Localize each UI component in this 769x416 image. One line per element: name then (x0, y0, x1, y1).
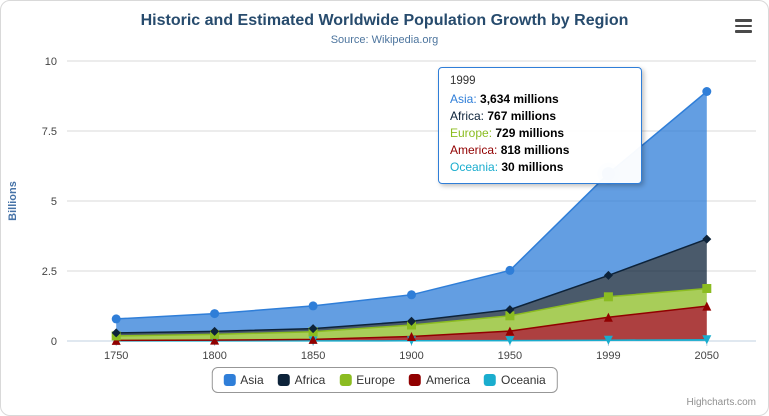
tooltip-row-america: America: 818 millions (450, 142, 630, 159)
tooltip-series-name: Africa: (450, 109, 488, 123)
tooltip-series-value: 818 millions (500, 143, 570, 157)
tooltip-series-value: 30 millions (501, 160, 564, 174)
x-tick-label: 2050 (695, 350, 719, 362)
marker-america-1900[interactable] (407, 332, 416, 341)
tooltip-series-value: 729 millions (495, 126, 565, 140)
x-tick-label: 1900 (399, 350, 423, 362)
legend: Asia Africa Europe America Oceania (211, 367, 558, 393)
legend-item-oceania[interactable]: Oceania (484, 373, 546, 387)
legend-item-america[interactable]: America (409, 373, 470, 387)
legend-label: Africa (294, 373, 326, 387)
x-tick-label: 1850 (301, 350, 325, 362)
y-tick-label: 7.5 (42, 126, 57, 138)
tooltip-row-oceania: Oceania: 30 millions (450, 159, 630, 176)
marker-america-1999[interactable] (603, 312, 613, 322)
legend-item-asia[interactable]: Asia (223, 373, 264, 387)
marker-africa-1999[interactable] (603, 270, 613, 280)
marker-africa-1900[interactable] (407, 316, 416, 326)
legend-swatch-asia (223, 374, 236, 386)
tooltip-series-name: Oceania: (450, 160, 502, 174)
marker-america-1950[interactable] (505, 326, 515, 336)
marker-asia-2050[interactable] (702, 87, 712, 96)
export-menu-button[interactable] (735, 16, 752, 36)
legend-swatch-america (409, 374, 422, 386)
marker-asia-1900[interactable] (407, 290, 416, 300)
tooltip: 1999 Asia: 3,634 millions Africa: 767 mil… (438, 67, 642, 184)
tooltip-series-name: Asia: (450, 92, 481, 106)
y-tick-label: 0 (51, 336, 57, 348)
marker-africa-1950[interactable] (505, 305, 515, 315)
area-america[interactable] (116, 306, 707, 341)
area-asia[interactable] (116, 91, 707, 333)
marker-europe-2050[interactable] (702, 284, 712, 293)
legend-swatch-africa (277, 374, 290, 386)
menu-icon (735, 30, 752, 33)
marker-africa-1750[interactable] (111, 328, 121, 338)
tooltip-series-name: America: (450, 143, 501, 157)
menu-icon (735, 19, 752, 22)
menu-icon (735, 24, 752, 27)
tooltip-series-name: Europe: (450, 126, 496, 140)
marker-europe-1950[interactable] (505, 311, 515, 321)
y-tick-label: 5 (51, 196, 57, 208)
tooltip-series-value: 767 millions (487, 109, 557, 123)
chart-title: Historic and Estimated Worldwide Populat… (140, 12, 629, 29)
legend-swatch-europe (339, 374, 352, 386)
legend-label: Asia (240, 373, 264, 387)
tooltip-header: 1999 (450, 75, 476, 87)
legend-label: America (426, 373, 471, 387)
tooltip-row-europe: Europe: 729 millions (450, 125, 630, 142)
marker-africa-2050[interactable] (702, 234, 712, 244)
highcharts-credit-link[interactable]: Highcharts.com (686, 397, 756, 408)
tooltip-row-africa: Africa: 767 millions (450, 108, 630, 125)
legend-swatch-oceania (484, 374, 497, 386)
marker-africa-1800[interactable] (210, 326, 220, 336)
y-tick-label: 2.5 (42, 266, 57, 278)
marker-asia-1850[interactable] (308, 301, 318, 311)
marker-europe-1999[interactable] (603, 292, 613, 302)
legend-label: Oceania (501, 373, 546, 387)
marker-oceania-1950[interactable] (505, 336, 515, 346)
marker-asia-1800[interactable] (210, 309, 220, 319)
y-tick-label: 10 (45, 56, 57, 68)
legend-item-africa[interactable]: Africa (277, 373, 326, 387)
marker-oceania-2050[interactable] (702, 335, 712, 345)
marker-asia-1750[interactable] (111, 314, 121, 324)
area-africa[interactable] (116, 239, 707, 336)
y-axis-title: Billions (7, 181, 19, 221)
marker-asia-1950[interactable] (505, 265, 515, 275)
x-tick-label: 1800 (202, 350, 226, 362)
marker-africa-1850[interactable] (308, 324, 318, 334)
legend-item-europe[interactable]: Europe (339, 373, 395, 387)
tooltip-row-asia: Asia: 3,634 millions (450, 91, 630, 108)
marker-america-1850[interactable] (308, 334, 318, 344)
legend-label: Europe (356, 373, 396, 387)
marker-america-2050[interactable] (702, 301, 712, 311)
tooltip-series-value: 3,634 millions (480, 92, 559, 106)
x-tick-label: 1999 (596, 350, 620, 362)
marker-oceania-1999[interactable] (603, 335, 613, 345)
x-tick-label: 1950 (498, 350, 522, 362)
x-tick-label: 1750 (104, 350, 128, 362)
chart-subtitle: Source: Wikipedia.org (330, 34, 439, 46)
marker-america-1800[interactable] (210, 335, 220, 345)
